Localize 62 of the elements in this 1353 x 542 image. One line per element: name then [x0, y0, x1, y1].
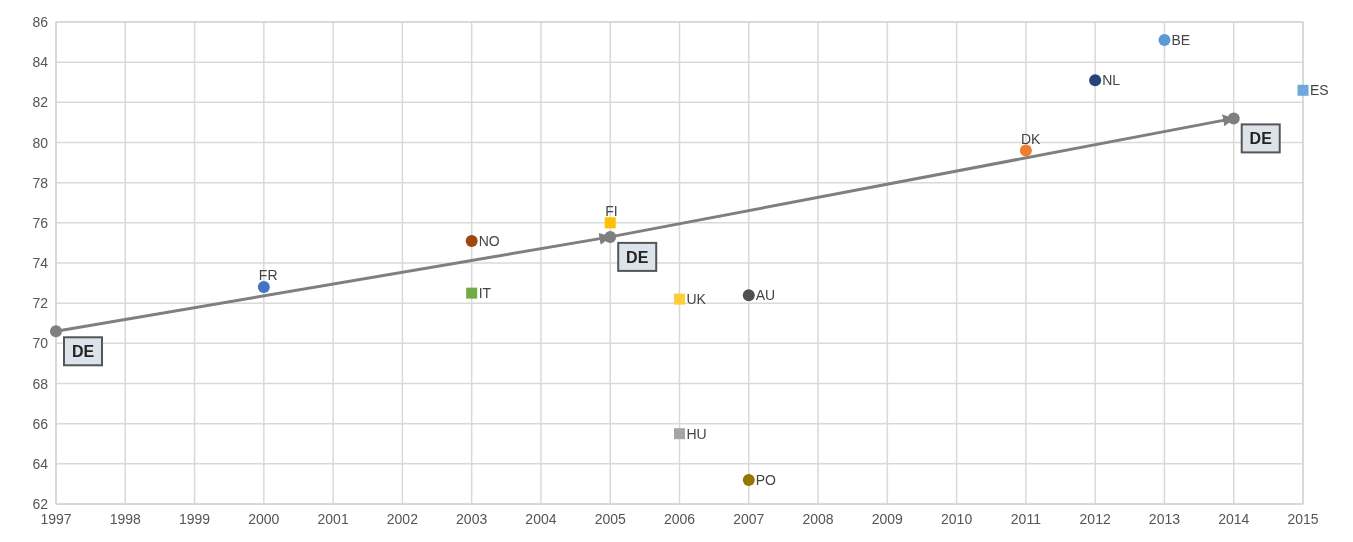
series-label: PO — [755, 471, 777, 488]
series-label: FI — [605, 202, 618, 219]
point — [1019, 144, 1032, 157]
series-label: IT — [478, 285, 492, 302]
point — [257, 281, 270, 294]
y-tick-label: 72 — [32, 295, 49, 312]
x-tick-label: 2004 — [525, 511, 557, 527]
point — [604, 217, 616, 229]
y-tick-label: 82 — [32, 94, 49, 111]
x-tick-label: 2010 — [941, 511, 973, 527]
x-tick-label: 1998 — [109, 511, 142, 527]
series-label: FR — [258, 267, 278, 284]
series-label: DK — [1020, 130, 1041, 147]
series-label: NO — [478, 232, 500, 249]
x-tick-label: 2012 — [1079, 511, 1111, 527]
series-label: UK — [686, 291, 707, 308]
y-tick-label: 62 — [32, 496, 49, 512]
point — [604, 230, 617, 243]
x-tick-label: 2007 — [733, 511, 765, 527]
x-tick-label: 2014 — [1218, 511, 1250, 527]
y-tick-label: 76 — [32, 214, 49, 231]
series-label: HU — [686, 425, 707, 442]
x-tick-label: 2005 — [594, 511, 626, 527]
x-tick-label: 2000 — [248, 511, 280, 527]
series-label: ES — [1310, 82, 1329, 99]
x-tick-label: 2001 — [317, 511, 349, 527]
y-tick-label: 86 — [32, 14, 49, 30]
y-tick-label: 66 — [32, 415, 49, 432]
y-tick-label: 64 — [32, 455, 49, 472]
y-tick-label: 80 — [32, 134, 49, 151]
x-tick-label: 2006 — [663, 511, 696, 527]
point — [742, 473, 755, 486]
point — [1089, 74, 1102, 87]
point — [465, 234, 478, 247]
point — [466, 287, 478, 299]
x-tick-label: 2002 — [386, 511, 419, 527]
y-tick-label: 74 — [32, 255, 49, 271]
x-tick-label: 1999 — [178, 511, 211, 527]
point — [674, 293, 685, 305]
series-label: NL — [1102, 72, 1121, 89]
y-tick-label: 78 — [32, 174, 49, 191]
series-label: DE — [71, 343, 95, 361]
y-tick-label: 84 — [32, 54, 49, 71]
series-label: AU — [755, 287, 776, 304]
x-tick-label: 2009 — [871, 511, 904, 527]
point — [50, 325, 62, 338]
x-tick-label: 2008 — [802, 511, 834, 527]
y-tick-label: 70 — [32, 335, 49, 352]
x-tick-label: 2003 — [456, 511, 488, 527]
point — [742, 289, 755, 302]
x-tick-label: 2011 — [1010, 511, 1042, 527]
x-tick-label: 2015 — [1287, 511, 1319, 527]
y-tick-label: 68 — [32, 375, 49, 392]
point — [1158, 34, 1171, 47]
x-tick-label: 1997 — [40, 511, 72, 527]
text: DE — [1249, 130, 1272, 148]
series-label: BE — [1171, 32, 1191, 49]
point — [674, 428, 685, 440]
x-tick-label: 2013 — [1148, 511, 1181, 527]
point — [1227, 112, 1240, 125]
text: DE — [626, 248, 649, 266]
point — [1297, 84, 1309, 96]
